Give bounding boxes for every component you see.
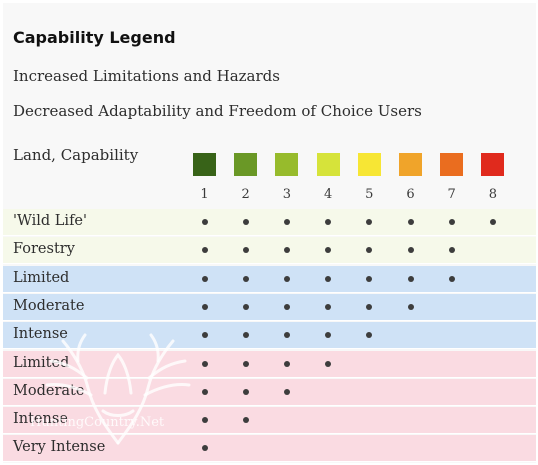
row-label: Intense — [13, 411, 68, 428]
row-label: 'Wild Life' — [13, 213, 88, 229]
capability-dot — [366, 275, 373, 282]
class-swatch-3 — [275, 153, 299, 176]
capability-dot — [407, 303, 414, 310]
capability-dot — [366, 303, 373, 310]
class-swatch-2 — [234, 153, 258, 176]
capability-dot — [242, 388, 249, 395]
row-label: Forestry — [13, 241, 75, 258]
capability-dot — [242, 332, 249, 339]
capability-dot — [201, 332, 208, 339]
capability-dot — [201, 303, 208, 310]
capability-dot — [283, 247, 290, 254]
table-row: 'Wild Life' — [3, 209, 536, 236]
row-label: Limited — [13, 354, 70, 371]
capability-dot — [366, 332, 373, 339]
capability-dot — [242, 360, 249, 367]
capability-dot — [325, 219, 332, 225]
capability-dot — [242, 219, 249, 225]
capability-dot — [448, 275, 455, 282]
table-row: Moderate — [3, 378, 536, 406]
class-number-4: 4 — [323, 187, 333, 202]
capability-dot — [407, 275, 414, 282]
class-number-3: 3 — [282, 187, 292, 202]
capability-dot — [242, 247, 249, 254]
legend-title: Capability Legend — [13, 28, 176, 47]
capability-dot — [407, 219, 414, 225]
capability-dot — [242, 275, 249, 282]
capability-dot — [201, 219, 208, 225]
table-row: Forestry — [3, 237, 536, 265]
capability-dot — [366, 247, 373, 254]
class-number-1: 1 — [200, 187, 209, 202]
land-capability-label: Land, Capability — [13, 146, 139, 164]
table-row: Very Intense — [3, 435, 536, 463]
capability-dot — [201, 360, 208, 367]
capability-dot — [325, 360, 332, 367]
capability-dot — [489, 219, 496, 225]
class-swatch-1 — [193, 153, 216, 176]
class-number-8: 8 — [488, 187, 498, 202]
row-label: Moderate — [13, 382, 85, 399]
table-row: Intense — [3, 407, 536, 435]
capability-dot — [448, 219, 455, 225]
capability-dot — [201, 247, 208, 254]
capability-dot — [325, 332, 332, 339]
class-number-7: 7 — [447, 187, 456, 202]
class-swatch-4 — [316, 153, 340, 176]
capability-dot — [201, 417, 208, 424]
table-row: Moderate — [3, 293, 536, 321]
capability-dot — [201, 388, 208, 395]
capability-dot — [201, 275, 208, 282]
capability-dot — [283, 275, 290, 282]
capability-dot — [283, 219, 290, 225]
capability-dot — [283, 332, 290, 339]
row-label: Intense — [13, 326, 68, 343]
capability-dot — [448, 247, 455, 254]
table-row: Intense — [3, 322, 536, 350]
class-number-5: 5 — [365, 187, 374, 202]
table-row: Limited — [3, 265, 536, 293]
table-row: Limited — [3, 350, 536, 378]
class-swatch-6 — [399, 153, 422, 176]
capability-dot — [283, 388, 290, 395]
capability-dot — [201, 445, 208, 452]
capability-dot — [283, 303, 290, 310]
adaptability-line: Decreased Adaptability and Freedom of Ch… — [13, 102, 422, 120]
capability-dot — [242, 303, 249, 310]
capability-dot — [325, 303, 332, 310]
class-swatch-7 — [440, 153, 464, 176]
capability-dot — [325, 275, 332, 282]
class-number-6: 6 — [406, 187, 415, 202]
limitations-line: Increased Limitations and Hazards — [13, 67, 280, 85]
capability-dot — [242, 417, 249, 424]
capability-dot — [283, 360, 290, 367]
class-number-2: 2 — [241, 187, 250, 202]
capability-dot — [366, 219, 373, 225]
capability-legend: Capability Legend Increased Limitations … — [3, 3, 536, 463]
class-swatch-5 — [357, 153, 381, 176]
capability-dot — [325, 247, 332, 254]
row-label: Moderate — [13, 297, 85, 314]
capability-dot — [407, 247, 414, 254]
row-label: Very Intense — [13, 439, 106, 456]
row-label: Limited — [13, 269, 70, 286]
class-swatch-8 — [481, 153, 505, 176]
